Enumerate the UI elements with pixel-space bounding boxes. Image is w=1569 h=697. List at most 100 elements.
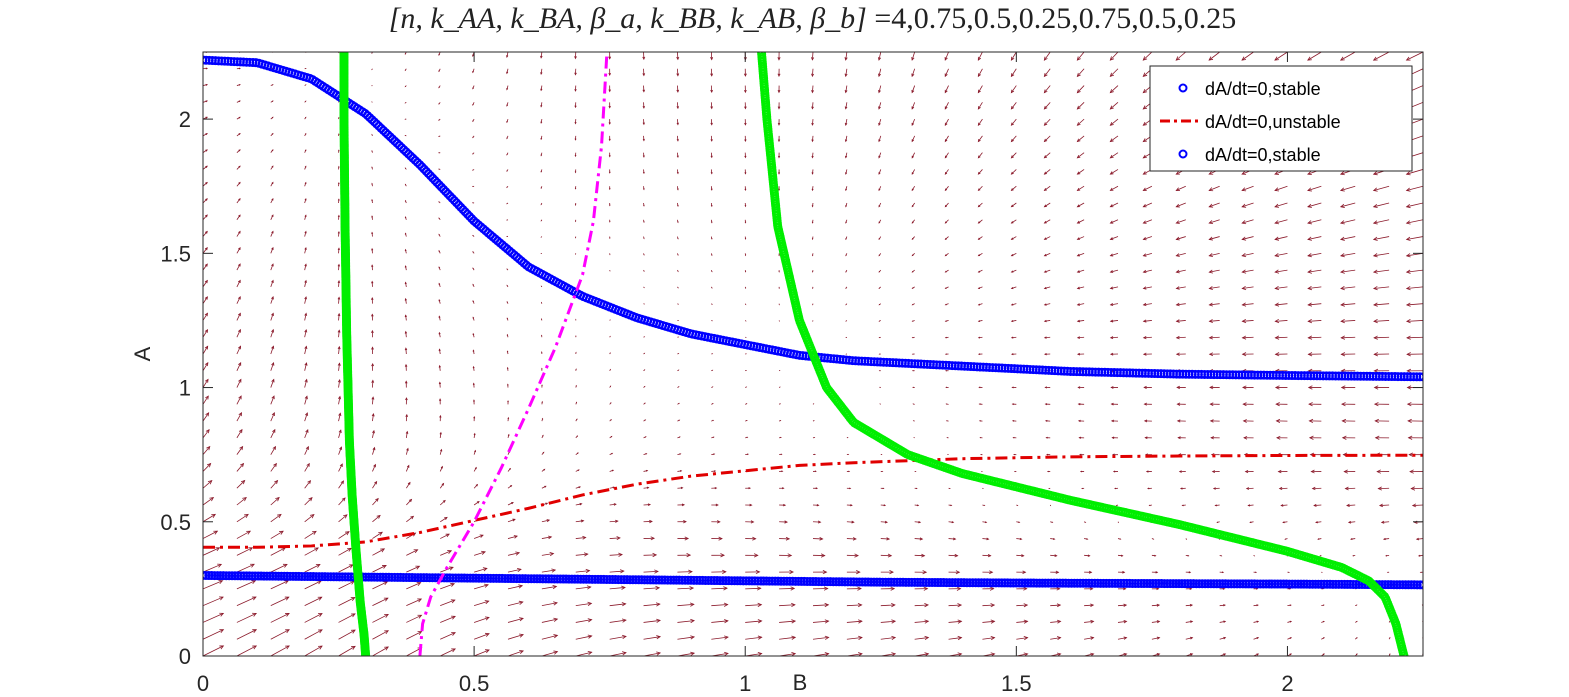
field-arrow-head	[857, 586, 862, 591]
field-arrow-head	[304, 263, 307, 267]
field-arrow-head	[506, 153, 508, 156]
field-arrow-head	[1406, 385, 1412, 390]
field-arrow	[1011, 135, 1017, 142]
field-arrow-head	[1212, 487, 1216, 490]
field-arrow	[1219, 637, 1226, 640]
field-arrow	[1275, 336, 1288, 339]
field-arrow-head	[1208, 187, 1214, 192]
field-arrow-head	[954, 553, 959, 558]
series-marker	[674, 575, 684, 585]
series-marker	[419, 573, 429, 583]
field-arrow-head	[723, 602, 729, 607]
field-arrow-head	[1046, 470, 1049, 473]
field-arrow	[203, 231, 208, 237]
series-marker	[962, 578, 972, 588]
field-arrow-head	[484, 616, 490, 621]
field-arrow-head	[507, 416, 510, 420]
field-arrow-head	[1109, 138, 1114, 143]
series-marker	[942, 578, 952, 588]
field-arrow	[845, 119, 848, 126]
field-arrow-head	[274, 479, 279, 485]
field-arrow-head	[977, 155, 981, 159]
field-arrow-head	[1119, 538, 1122, 540]
field-arrow-head	[1043, 56, 1048, 61]
series-marker	[863, 577, 873, 587]
field-arrow	[1340, 286, 1356, 289]
field-arrow-head	[724, 651, 729, 656]
field-arrow	[338, 480, 344, 489]
field-arrow-head	[957, 603, 963, 608]
field-arrow	[304, 514, 315, 523]
field-arrow-head	[977, 287, 981, 289]
field-arrow	[338, 430, 342, 439]
series-marker	[372, 572, 382, 582]
series-marker	[1337, 579, 1347, 589]
series-marker	[579, 574, 589, 584]
field-arrow-head	[977, 171, 981, 175]
series-marker	[340, 572, 350, 582]
series-marker	[1011, 578, 1021, 588]
series-marker	[1145, 579, 1155, 589]
field-arrow-head	[1177, 436, 1181, 440]
field-arrow-head	[911, 254, 914, 257]
field-arrow-head	[250, 563, 255, 568]
field-arrow	[440, 615, 456, 623]
field-arrow-head	[1417, 554, 1421, 557]
series-marker	[544, 574, 554, 584]
field-arrow-head	[1043, 336, 1047, 339]
field-arrow-head	[1275, 402, 1280, 407]
field-arrow-head	[1010, 319, 1014, 323]
field-arrow-head	[341, 497, 346, 502]
series-marker	[1328, 579, 1338, 589]
field-arrow-head	[1044, 386, 1048, 389]
series-marker	[297, 571, 307, 581]
field-arrow-head	[1307, 352, 1313, 357]
field-arrow-head	[924, 635, 930, 641]
series-marker	[503, 573, 513, 583]
field-arrow	[1143, 269, 1152, 273]
field-arrow	[372, 548, 385, 556]
field-arrow-head	[1307, 385, 1313, 390]
field-arrow	[236, 329, 241, 338]
field-arrow-head	[858, 619, 863, 624]
series-marker	[230, 571, 240, 581]
field-arrow-head	[824, 652, 830, 656]
field-arrow	[304, 412, 308, 422]
field-arrow-head	[540, 72, 543, 76]
field-arrow-head	[1175, 203, 1180, 208]
field-arrow-head	[1176, 385, 1181, 390]
field-arrow	[878, 135, 882, 142]
field-arrow-head	[689, 586, 695, 591]
field-arrow-head	[318, 629, 323, 634]
series-marker	[378, 572, 388, 582]
field-arrow-head	[509, 484, 513, 488]
field-arrow-head	[238, 149, 241, 152]
field-arrow-head	[811, 122, 814, 126]
field-arrow-head	[1406, 335, 1411, 340]
field-arrow-head	[1255, 587, 1259, 590]
field-arrow	[1406, 269, 1423, 273]
field-arrow-head	[1155, 571, 1159, 574]
field-arrow-head	[720, 553, 725, 558]
field-arrow	[1077, 169, 1085, 175]
field-arrow	[1110, 185, 1119, 191]
series-marker	[706, 575, 716, 585]
field-arrow	[1077, 303, 1085, 306]
field-arrow-head	[845, 238, 847, 241]
field-arrow	[982, 538, 989, 540]
field-arrow	[304, 480, 311, 489]
field-arrow-head	[513, 535, 518, 539]
y-axis-label: A	[130, 346, 155, 361]
field-arrow	[1341, 336, 1356, 339]
field-arrow-head	[878, 287, 881, 289]
field-arrow-head	[213, 530, 219, 535]
field-arrow-head	[544, 485, 547, 488]
field-arrow-head	[1339, 236, 1345, 241]
field-arrow-head	[713, 470, 717, 473]
field-arrow-head	[622, 634, 627, 640]
series-marker	[1104, 578, 1114, 588]
field-arrow-head	[304, 345, 308, 350]
field-arrow-head	[1010, 122, 1015, 126]
field-arrow	[236, 463, 244, 472]
field-arrow-head	[238, 412, 242, 417]
